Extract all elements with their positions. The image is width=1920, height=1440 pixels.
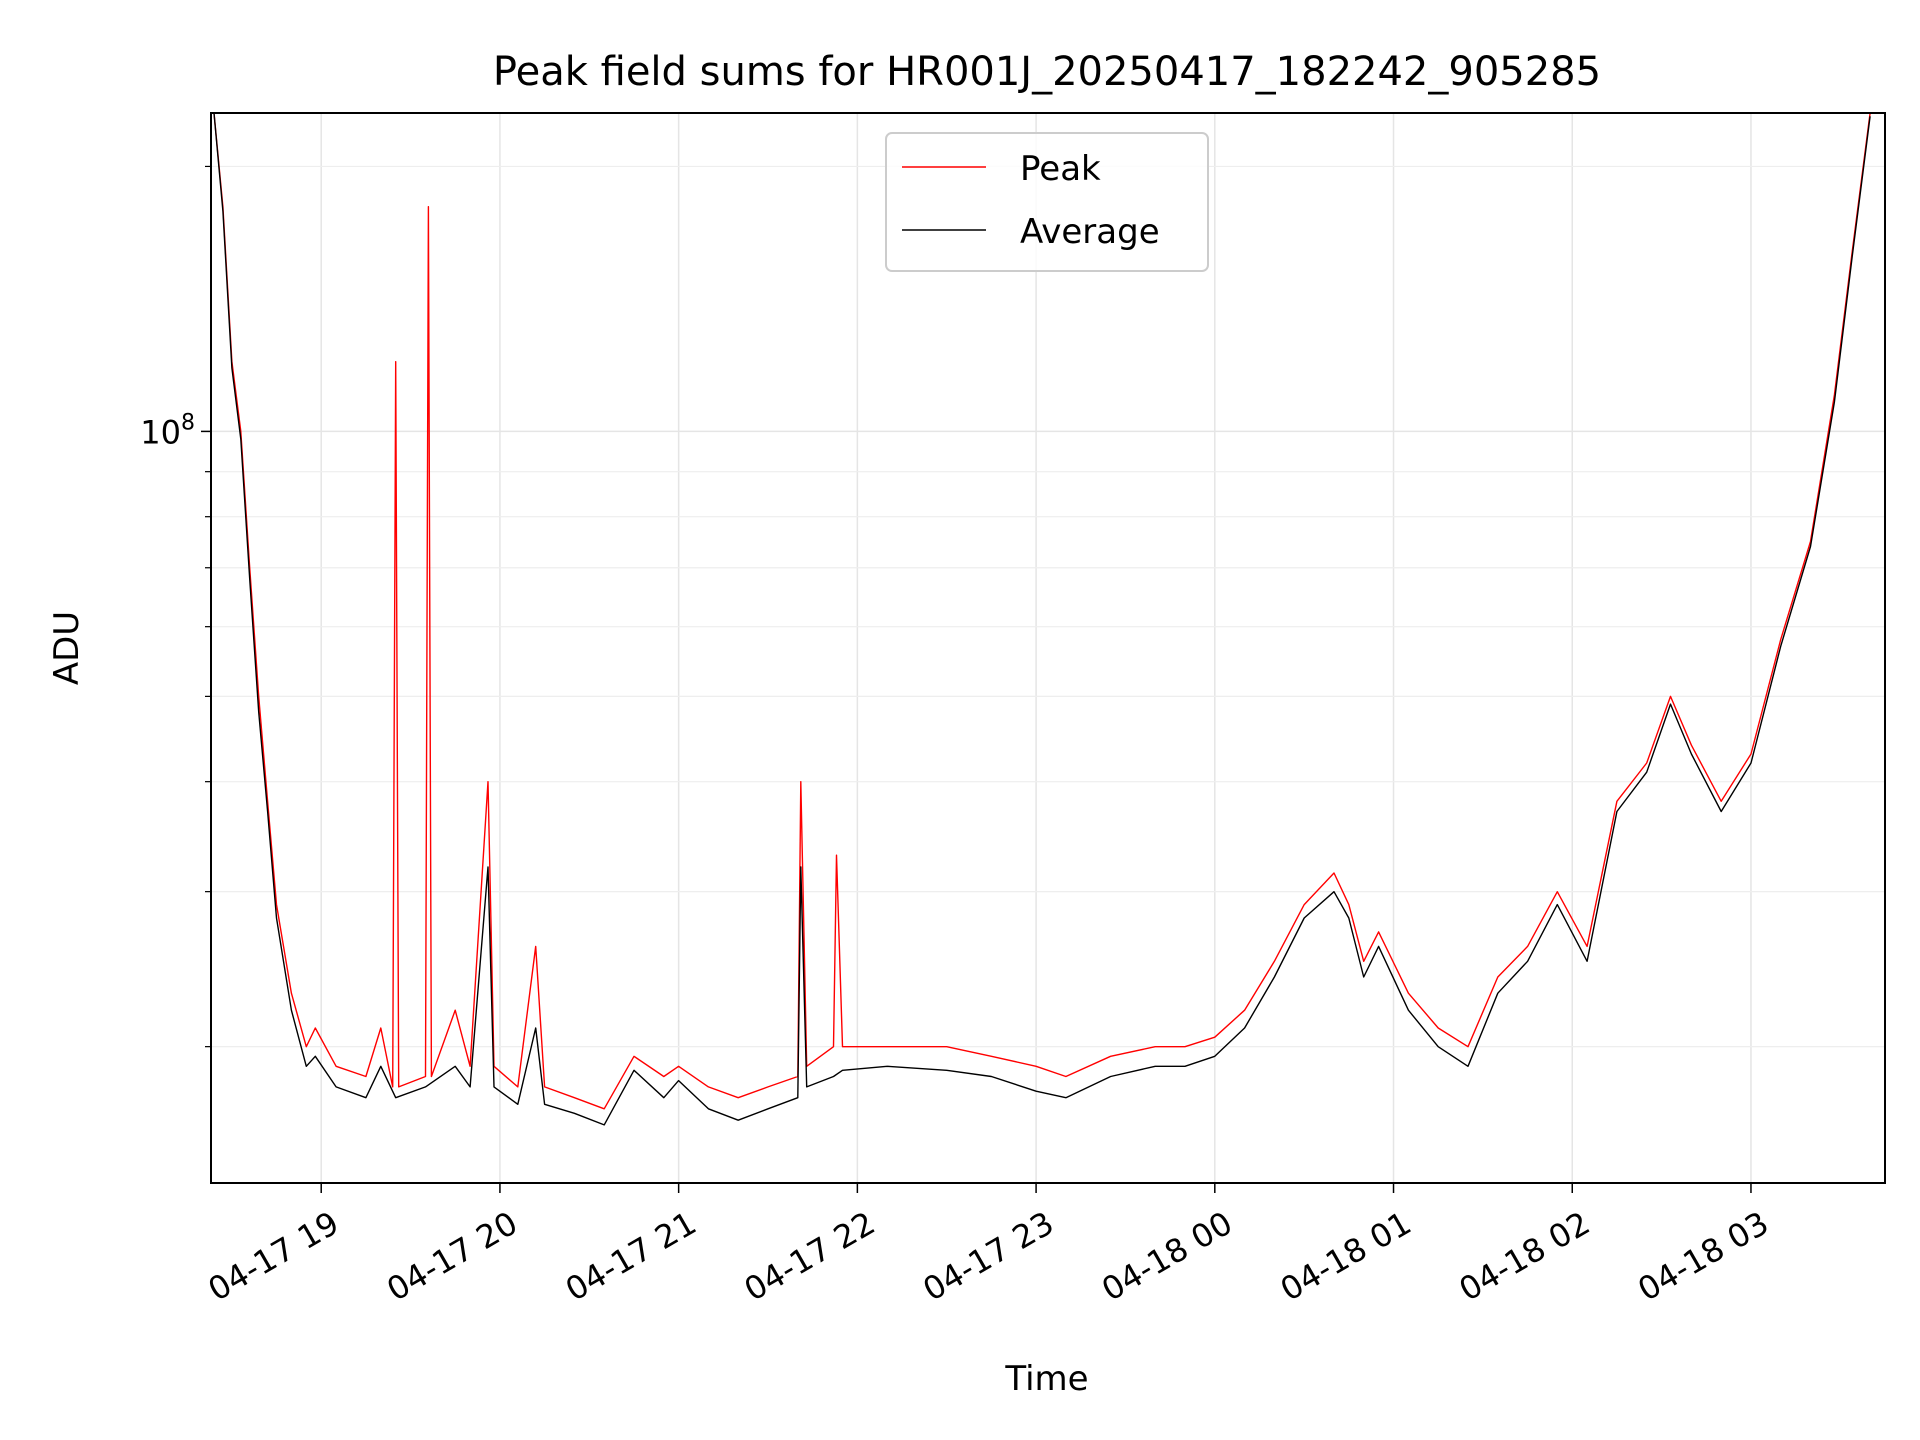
series-line-average [213,112,1871,1126]
y-axis-ticks: 108 [140,165,211,1048]
x-tick-label-1: 04-17 20 [380,1204,524,1309]
x-axis-label: Time [1004,1359,1088,1399]
x-tick-label-8: 04-18 03 [1631,1204,1775,1309]
x-axis-ticks: 04-17 19 04-17 20 04-17 21 04-17 22 04-17 23… [202,1183,1775,1309]
legend-label-peak: Peak [1020,149,1101,189]
plot-frame [210,112,1886,1184]
x-tick-label-3: 04-17 22 [738,1204,882,1309]
x-tick-label-0: 04-17 19 [202,1204,346,1309]
y-axis-label: ADU [47,611,87,685]
x-tick-label-5: 04-18 00 [1095,1204,1239,1309]
series-layer [213,112,1871,1126]
chart-title: Peak field sums for HR001J_20250417_1822… [493,49,1601,95]
legend-label-average: Average [1020,212,1160,252]
legend: Peak Average [885,132,1209,272]
y-tick-label-0: 108 [140,410,195,451]
x-tick-label-7: 04-18 02 [1453,1204,1597,1309]
x-tick-label-6: 04-18 01 [1274,1204,1418,1309]
x-tick-label-4: 04-17 23 [916,1204,1060,1309]
grid [211,113,1885,1183]
x-tick-label-2: 04-17 21 [559,1204,703,1309]
